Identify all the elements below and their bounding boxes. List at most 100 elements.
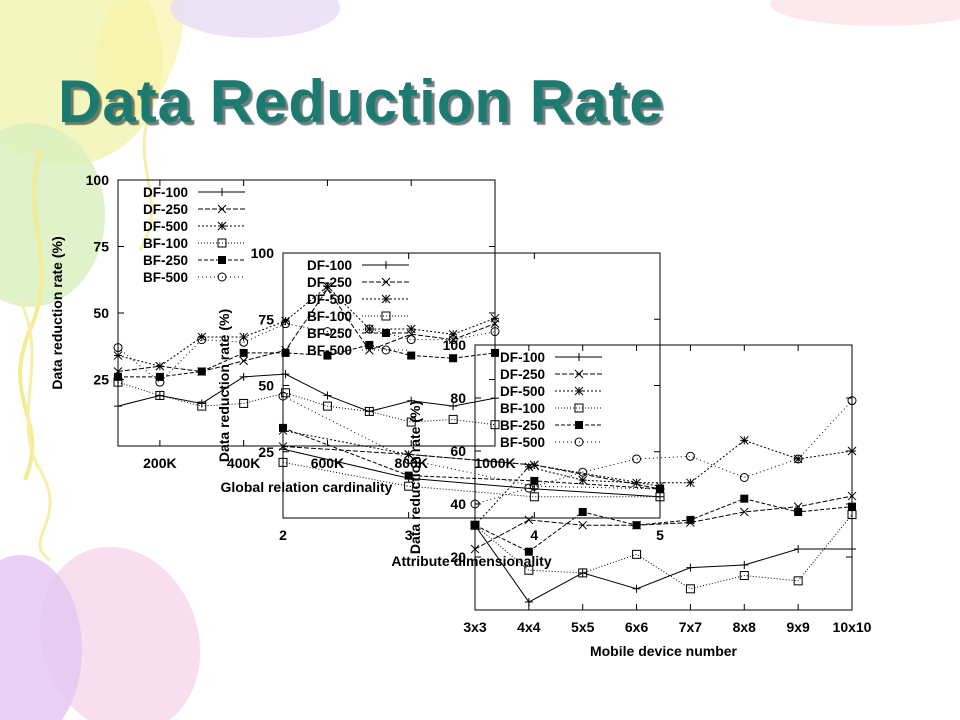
BF-250-point: [794, 507, 803, 516]
BF-250-point: [740, 494, 749, 503]
series-BF-500: [278, 391, 665, 494]
legend: DF-100 DF-250 DF-500 BF-100 BF-250 BF-500: [307, 258, 409, 358]
BF-250-line: [282, 427, 661, 490]
legend-marker: [574, 403, 584, 413]
legend-marker: [381, 311, 391, 321]
y-tick-label: 80: [450, 390, 466, 406]
x-tick-label: 6x6: [625, 619, 649, 635]
DF-250-line: [474, 495, 853, 550]
BF-100-point: [155, 390, 165, 400]
legend-marker: [382, 261, 390, 269]
legend-marker: [381, 294, 391, 304]
marker-shape: [281, 388, 291, 398]
marker-stroke: [574, 369, 584, 379]
DF-500-point: [739, 436, 749, 445]
marker-stroke: [656, 492, 664, 501]
marker-stroke: [323, 282, 332, 291]
BF-100-point: [281, 388, 291, 398]
BF-250-point: [471, 521, 479, 530]
marker-shape: [656, 484, 664, 493]
marker-shape: [524, 547, 533, 556]
marker-shape: [793, 454, 803, 464]
marker-shape: [578, 467, 588, 477]
marker-stroke: [686, 478, 695, 488]
legend-label: BF-250: [307, 326, 352, 341]
DF-500-point: [490, 313, 500, 323]
DF-100-point: [114, 402, 122, 411]
DF-100-point: [794, 545, 803, 554]
BF-500-point: [322, 327, 332, 337]
x-tick-label: 3: [405, 527, 413, 543]
legend-marker: [217, 238, 227, 248]
legend-marker: [218, 188, 226, 196]
legend-label: BF-100: [500, 401, 545, 416]
balloon-decoration: [39, 546, 201, 720]
BF-250-point: [281, 348, 290, 357]
y-tick-label: 25: [258, 444, 274, 460]
marker-stroke: [239, 356, 249, 366]
BF-100-point: [197, 401, 207, 411]
marker-shape: [490, 327, 500, 337]
y-tick-label: 100: [86, 172, 110, 188]
marker-stroke: [574, 386, 584, 396]
slide-title: Data Reduction Rate: [58, 68, 664, 135]
DF-250-point: [239, 356, 249, 366]
BF-500-line: [282, 395, 661, 490]
legend-entry: DF-100: [143, 185, 245, 200]
legend-marker: [381, 277, 391, 287]
DF-100-point: [155, 391, 164, 400]
marker-shape: [155, 372, 164, 381]
DF-100-point: [740, 560, 749, 569]
marker-shape: [323, 351, 332, 360]
BF-100-point: [239, 398, 249, 408]
BF-500-point: [529, 481, 539, 491]
marker-shape: [239, 348, 248, 357]
legend-entry: DF-250: [143, 202, 245, 217]
marker-shape: [632, 549, 642, 559]
BF-100-point: [578, 568, 588, 578]
marker-shape: [364, 406, 374, 416]
BF-100-point: [739, 571, 749, 581]
legend-label: DF-500: [307, 292, 352, 307]
marker-shape: [218, 256, 226, 264]
marker-shape: [381, 311, 391, 321]
marker-shape: [739, 571, 749, 581]
DF-500-point: [847, 446, 857, 456]
DF-500-point: [406, 324, 416, 334]
marker-stroke: [381, 294, 391, 304]
y-tick-label: 50: [93, 305, 109, 321]
DF-100-point: [656, 492, 664, 501]
marker-stroke: [686, 563, 695, 572]
balloon-string: [138, 109, 154, 251]
legend-entry: DF-250: [307, 275, 409, 290]
marker-stroke: [794, 545, 803, 554]
marker-shape: [404, 481, 414, 491]
legend-entry: BF-250: [500, 418, 602, 433]
BF-250-point: [530, 476, 539, 485]
BF-500-point: [847, 396, 857, 406]
x-tick-label: 3x3: [463, 619, 487, 635]
legend-label: BF-250: [143, 253, 188, 268]
BF-500-point: [685, 451, 695, 461]
x-tick-label: 2: [279, 527, 287, 543]
marker-shape: [529, 492, 539, 502]
y-axis-label: Data reduction rate (%): [407, 401, 423, 554]
marker-stroke: [524, 462, 534, 472]
DF-250-point: [524, 515, 534, 525]
marker-stroke: [739, 436, 749, 445]
DF-500-line: [474, 439, 853, 526]
marker-shape: [404, 455, 414, 465]
legend-marker: [217, 221, 227, 231]
marker-stroke: [578, 520, 588, 530]
marker-stroke: [578, 568, 587, 577]
marker-shape: [655, 484, 665, 494]
marker-shape: [217, 238, 227, 248]
marker-shape: [471, 521, 479, 530]
marker-shape: [848, 502, 856, 511]
BF-250-point: [279, 423, 287, 432]
marker-stroke: [218, 188, 226, 196]
marker-shape: [578, 507, 587, 516]
BF-250-point: [323, 351, 332, 360]
marker-shape: [281, 348, 290, 357]
